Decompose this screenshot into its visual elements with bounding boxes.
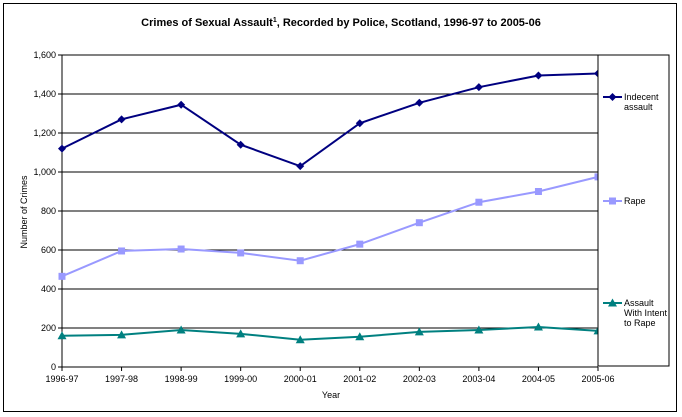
data-point xyxy=(356,240,364,248)
series-1 xyxy=(58,69,602,171)
chart-title-footnote: 1 xyxy=(273,17,277,24)
x-tick-label: 1997-98 xyxy=(105,374,138,384)
data-point xyxy=(58,144,66,153)
data-point xyxy=(474,83,483,92)
chart-title: Crimes of Sexual Assault1, Recorded by P… xyxy=(141,17,541,29)
x-tick-label: 2002-03 xyxy=(403,374,436,384)
data-point xyxy=(176,325,186,334)
data-point xyxy=(237,249,245,257)
legend-entry: Rape xyxy=(603,196,646,206)
data-point xyxy=(177,245,185,253)
series-group xyxy=(57,69,603,344)
legend-marker xyxy=(608,298,617,307)
y-tick-label: 1,000 xyxy=(33,167,56,177)
series-3 xyxy=(57,322,603,344)
data-point xyxy=(58,272,66,280)
legend-label: With Intent xyxy=(624,308,668,318)
gridlines xyxy=(62,54,598,329)
data-point xyxy=(296,162,305,171)
y-tick-label: 1,200 xyxy=(33,128,56,138)
legend-label: Assault xyxy=(624,298,654,308)
data-point xyxy=(296,257,304,265)
legend-marker xyxy=(609,197,616,205)
legend-label: assault xyxy=(624,102,653,112)
data-point xyxy=(475,198,483,206)
legend-box xyxy=(597,54,670,367)
y-axis-ticks: 0 200 400 600 800 1,000 1,200 1,400 1,600 xyxy=(33,50,62,372)
x-tick-label: 2003-04 xyxy=(462,374,495,384)
series-2 xyxy=(58,173,602,280)
x-tick-label: 2004-05 xyxy=(522,374,555,384)
y-tick-label: 800 xyxy=(41,206,56,216)
x-tick-label: 2001-02 xyxy=(343,374,376,384)
x-tick-label: 1999-00 xyxy=(224,374,257,384)
data-point xyxy=(177,100,186,109)
y-tick-label: 0 xyxy=(51,362,56,372)
chart-title-rest: , Recorded by Police, Scotland, 1996-97 … xyxy=(277,17,541,29)
data-point xyxy=(117,330,127,339)
x-tick-label: 1996-97 xyxy=(45,374,78,384)
data-point xyxy=(355,332,365,341)
legend-label: Indecent xyxy=(624,92,659,102)
x-axis-ticks: 1996-97 1997-98 1998-99 1999-00 2000-01 2001-… xyxy=(45,367,615,384)
chart-frame xyxy=(3,3,677,412)
data-point xyxy=(415,219,423,227)
x-tick-label: 1998-99 xyxy=(165,374,198,384)
data-point xyxy=(534,188,542,195)
data-point xyxy=(57,331,67,340)
data-point xyxy=(533,322,543,331)
y-tick-label: 1,400 xyxy=(33,89,56,99)
chart-title-main: Crimes of Sexual Assault xyxy=(141,17,273,29)
x-axis-title: Year xyxy=(322,390,340,400)
data-point xyxy=(236,329,246,338)
x-tick-label: 2005-06 xyxy=(581,374,614,384)
data-point xyxy=(415,98,424,107)
y-tick-label: 400 xyxy=(41,284,56,294)
y-axis-title: Number of Crimes xyxy=(19,175,29,249)
series-line xyxy=(61,175,599,278)
legend-label: Rape xyxy=(624,196,646,206)
data-point xyxy=(474,325,484,334)
y-tick-label: 200 xyxy=(41,323,56,333)
series-line xyxy=(61,326,599,341)
data-point xyxy=(534,71,543,80)
x-tick-label: 2000-01 xyxy=(284,374,317,384)
data-point xyxy=(117,115,126,124)
data-point xyxy=(295,335,305,344)
data-point xyxy=(236,140,245,149)
y-tick-label: 1,600 xyxy=(33,50,56,60)
data-point xyxy=(414,327,424,336)
y-tick-label: 600 xyxy=(41,245,56,255)
data-point xyxy=(118,247,126,255)
legend-label: to Rape xyxy=(624,318,656,328)
legend-marker xyxy=(608,93,617,101)
data-point xyxy=(355,119,364,128)
series-line xyxy=(61,72,599,168)
